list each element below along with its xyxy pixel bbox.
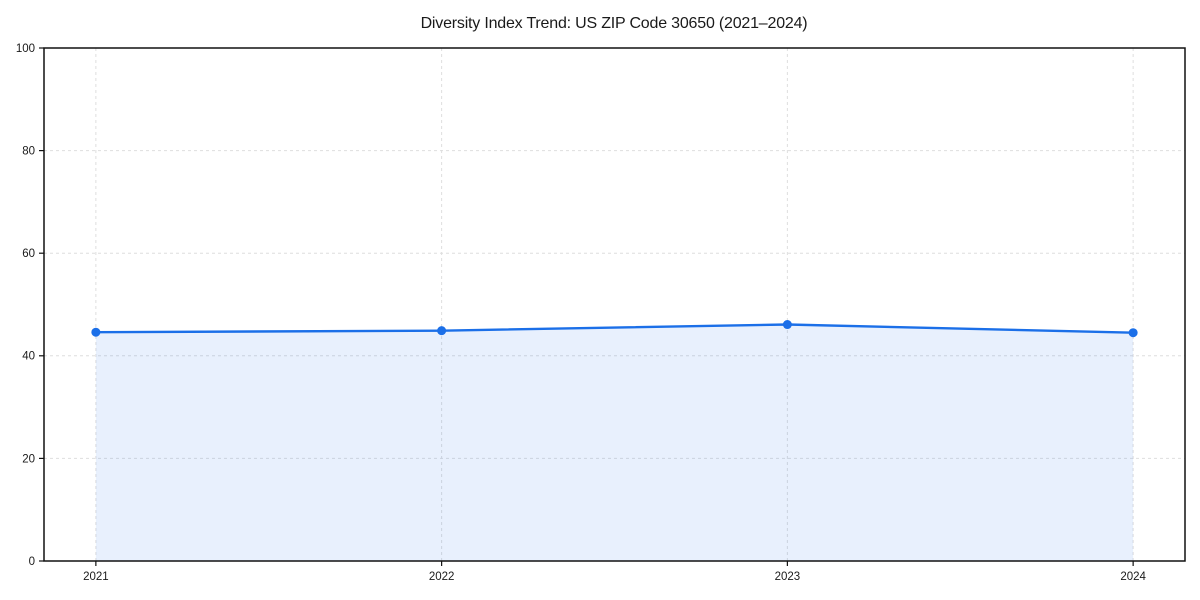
- chart-title: Diversity Index Trend: US ZIP Code 30650…: [421, 15, 808, 32]
- plot-border: [43, 47, 1186, 562]
- axis-tick-labels: 0 20 40 60 80 100 2021 2022 2023 2024: [16, 43, 1147, 583]
- gridlines: [44, 47, 1185, 562]
- x-tick-label: 2022: [429, 571, 455, 583]
- trend-line: [94, 323, 1135, 334]
- data-point-marker: [91, 327, 101, 337]
- x-tick-label: 2024: [1120, 571, 1146, 583]
- area-fill: [95, 324, 1134, 561]
- data-point-markers: [91, 320, 1138, 338]
- y-tick-label: 0: [29, 556, 35, 568]
- data-point-marker: [437, 326, 447, 336]
- y-tick-label: 40: [22, 351, 35, 363]
- y-tick-label: 20: [22, 453, 35, 465]
- data-point-marker: [1128, 328, 1138, 338]
- axis-ticks: [39, 47, 1134, 566]
- line-series-layer: [94, 323, 1135, 334]
- data-point-marker: [782, 320, 792, 330]
- y-tick-label: 80: [22, 146, 35, 158]
- y-tick-label: 100: [16, 43, 35, 55]
- area-fill-layer: [95, 324, 1134, 561]
- x-tick-label: 2021: [83, 571, 109, 583]
- y-tick-label: 60: [22, 248, 35, 260]
- x-tick-label: 2023: [775, 571, 801, 583]
